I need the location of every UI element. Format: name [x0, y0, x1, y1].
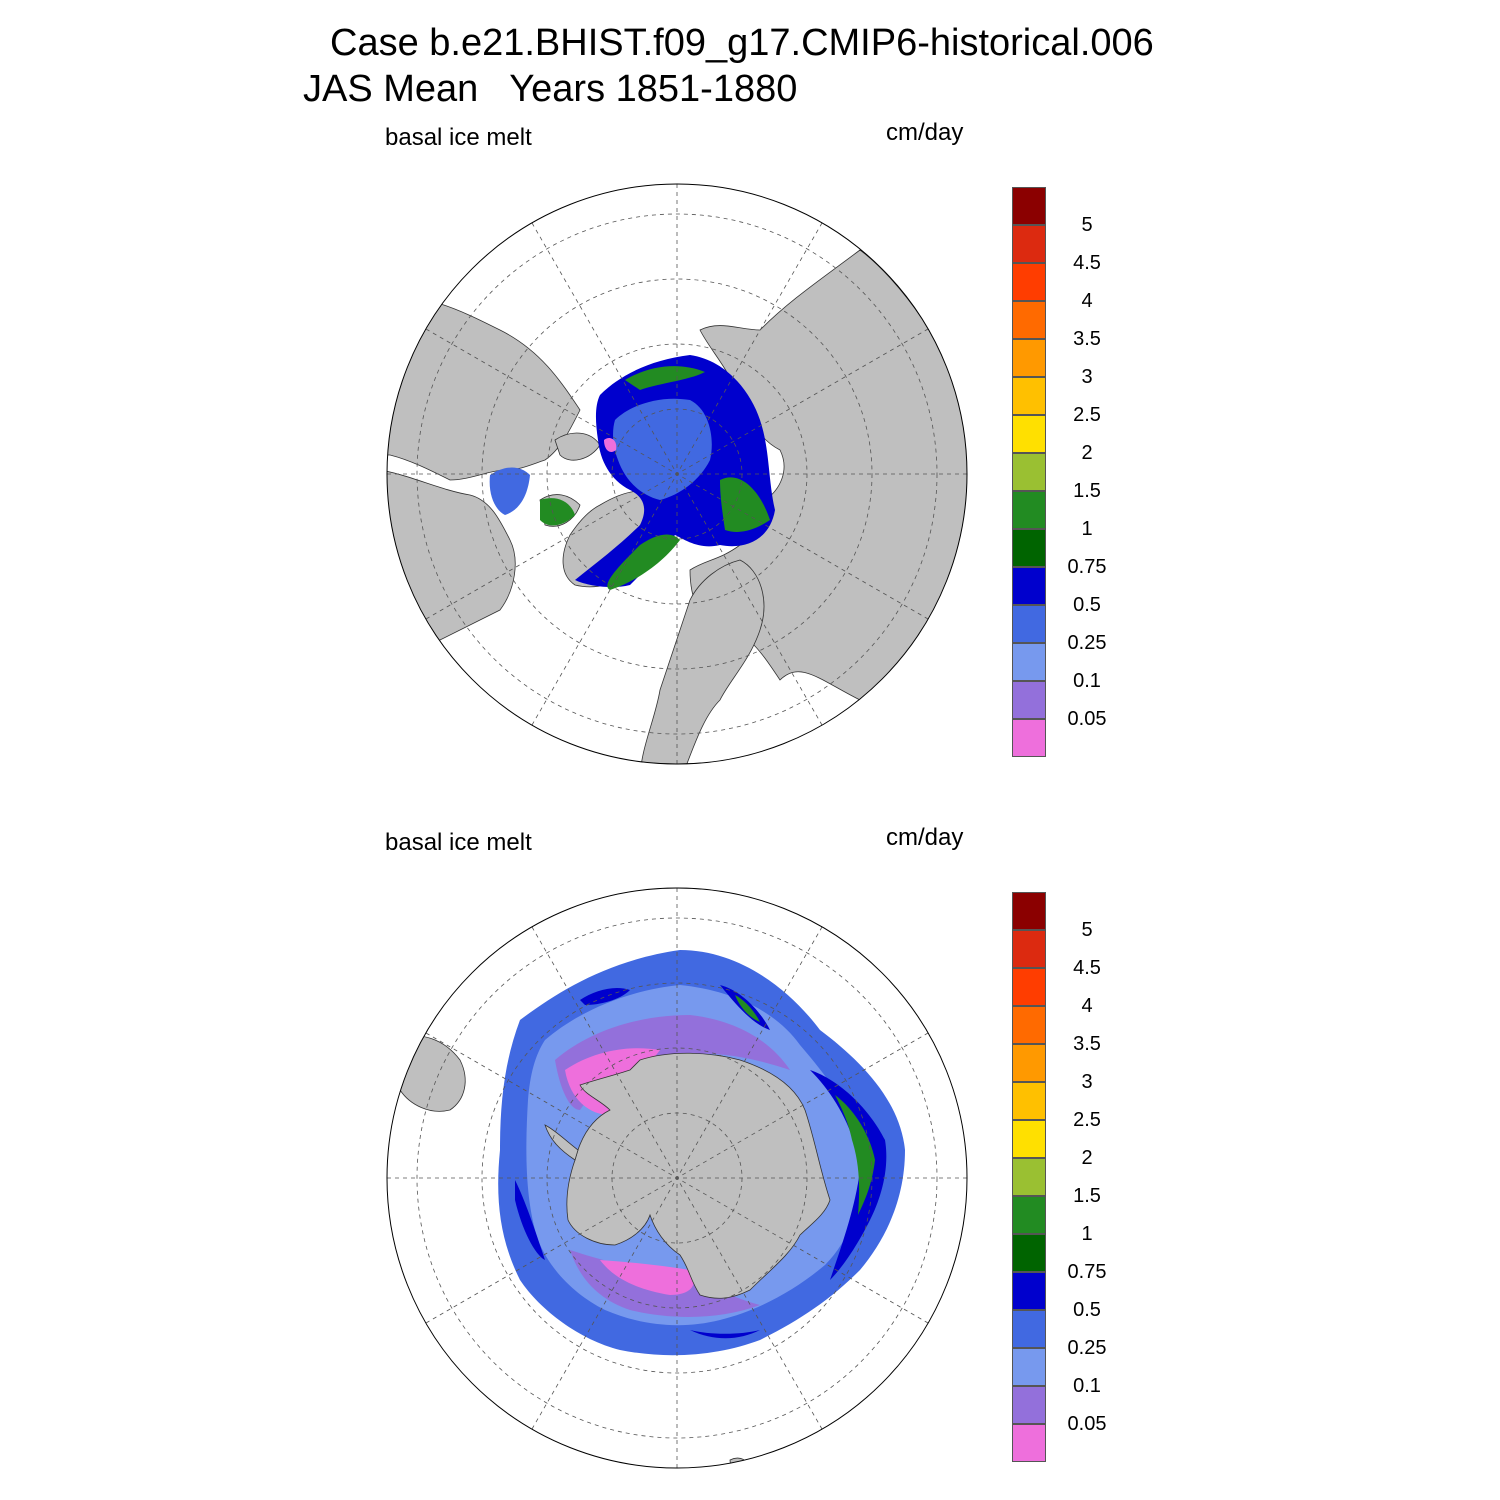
north-polar-map [386, 183, 968, 765]
colorbar-tick-label: 0.5 [1073, 594, 1101, 616]
colorbar-swatch [1012, 605, 1046, 643]
colorbar-tick-label: 0.25 [1067, 1337, 1107, 1359]
south-panel-unit-label: cm/day [886, 824, 964, 851]
south-panel-left-label: basal ice melt [385, 829, 532, 856]
colorbar-swatch [1012, 263, 1046, 301]
colorbar-swatch [1012, 1158, 1046, 1196]
colorbar-swatch [1012, 491, 1046, 529]
south-land-peninsula [544, 1124, 579, 1161]
south-map-border [386, 887, 968, 1469]
north-ice-green-rim [540, 366, 770, 590]
colorbar-swatch [1012, 1310, 1046, 1348]
colorbar-swatch [1012, 301, 1046, 339]
colorbar-tick-label: 1 [1081, 1223, 1093, 1245]
colorbar-tick-label: 0.1 [1073, 1375, 1101, 1397]
south-polar-map [386, 887, 968, 1469]
colorbar-swatch [1012, 1386, 1046, 1424]
colorbar-tick-label: 0.75 [1067, 556, 1107, 578]
north-land-north-america [387, 296, 581, 481]
south-land-south-america [399, 1035, 466, 1112]
colorbar-tick-label: 3 [1081, 366, 1093, 388]
colorbar-swatch [1012, 377, 1046, 415]
north-land-europe [639, 559, 765, 764]
colorbar-swatch [1012, 453, 1046, 491]
colorbar-swatch [1012, 1196, 1046, 1234]
colorbar-swatch [1012, 1120, 1046, 1158]
south-ice-pink-ross [600, 1260, 694, 1295]
north-ice-hudson [489, 467, 530, 515]
north-map-content [387, 184, 967, 764]
colorbar-swatch [1012, 187, 1046, 225]
colorbar-swatch [1012, 1234, 1046, 1272]
north-ice-pink [604, 438, 617, 452]
north-panel-left-label: basal ice melt [385, 124, 532, 151]
south-ice-darkblue-east [810, 1070, 887, 1280]
colorbar-swatch [1012, 930, 1046, 968]
colorbar-tick-label: 5 [1081, 919, 1093, 941]
colorbar-tick-label: 4.5 [1073, 252, 1101, 274]
colorbar-tick-label: 0.75 [1067, 1261, 1107, 1283]
south-ice-purple [555, 1015, 790, 1317]
colorbar-swatch [1012, 968, 1046, 1006]
figure-title: Case b.e21.BHIST.f09_g17.CMIP6-historica… [330, 22, 1154, 64]
south-ice-green-east [835, 1095, 875, 1215]
colorbar-tick-label: 0.1 [1073, 670, 1101, 692]
north-map-border [386, 183, 968, 765]
colorbar-swatch [1012, 643, 1046, 681]
colorbar-tick-label: 0.05 [1067, 1413, 1107, 1435]
colorbar-swatch [1012, 339, 1046, 377]
colorbar-swatch [1012, 719, 1046, 757]
colorbar-swatch [1012, 681, 1046, 719]
colorbar-swatch [1012, 1424, 1046, 1462]
south-map-content [387, 888, 967, 1468]
south-ice-green-north [735, 995, 760, 1022]
colorbar-tick-label: 0.25 [1067, 632, 1107, 654]
colorbar-tick-label: 1.5 [1073, 1185, 1101, 1207]
colorbar-tick-label: 5 [1081, 214, 1093, 236]
colorbar-swatch [1012, 1272, 1046, 1310]
north-ice-central [613, 398, 712, 500]
colorbar-tick-label: 2.5 [1073, 404, 1101, 426]
south-graticule [387, 888, 967, 1468]
north-graticule [387, 184, 967, 764]
north-panel-unit-label: cm/day [886, 119, 964, 146]
colorbar-swatch [1012, 1348, 1046, 1386]
colorbar-tick-label: 3.5 [1073, 328, 1101, 350]
colorbar-tick-label: 0.5 [1073, 1299, 1101, 1321]
colorbar-tick-label: 0.05 [1067, 708, 1107, 730]
colorbar-swatch [1012, 567, 1046, 605]
colorbar-swatch [1012, 529, 1046, 567]
colorbar-tick-label: 4.5 [1073, 957, 1101, 979]
colorbar-tick-label: 3 [1081, 1071, 1093, 1093]
colorbar-tick-label: 2.5 [1073, 1109, 1101, 1131]
colorbar-tick-label: 4 [1081, 995, 1093, 1017]
figure-subtitle: JAS Mean Years 1851-1880 [303, 68, 798, 110]
colorbar-tick-label: 4 [1081, 290, 1093, 312]
south-land-antarctica [566, 1052, 831, 1299]
colorbar-swatch [1012, 415, 1046, 453]
colorbar-tick-label: 3.5 [1073, 1033, 1101, 1055]
colorbar-swatch [1012, 1006, 1046, 1044]
colorbar-swatch [1012, 892, 1046, 930]
colorbar-swatch [1012, 225, 1046, 263]
colorbar-tick-label: 2 [1081, 1147, 1093, 1169]
colorbar-swatch [1012, 1082, 1046, 1120]
colorbar-tick-label: 1 [1081, 518, 1093, 540]
colorbar-swatch [1012, 1044, 1046, 1082]
colorbar-tick-label: 2 [1081, 442, 1093, 464]
colorbar-tick-label: 1.5 [1073, 480, 1101, 502]
